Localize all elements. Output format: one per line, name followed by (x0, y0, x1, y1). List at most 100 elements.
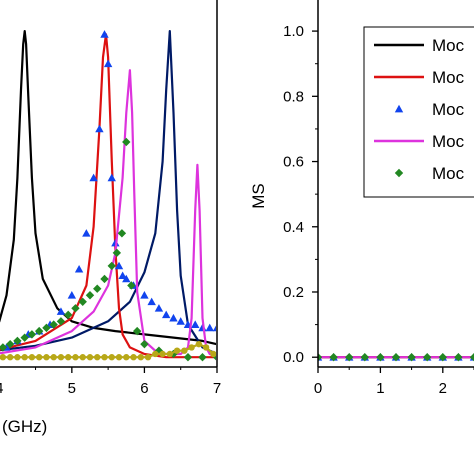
series-6-point-2 (6, 354, 14, 361)
series-3-point-18 (122, 274, 131, 283)
series-6-point-22 (152, 350, 159, 358)
series-3-point-14 (107, 173, 116, 182)
series-6-point-1 (0, 354, 7, 361)
series-6-point-6 (35, 354, 43, 361)
series-3-point-10 (89, 173, 98, 182)
series-3-point-27 (191, 320, 200, 328)
series-3-point-25 (176, 317, 185, 325)
series-3-point-13 (103, 59, 113, 68)
series-5-point-23 (154, 346, 164, 355)
series-5-point-5 (27, 330, 37, 339)
series-6-point-4 (21, 354, 28, 361)
x-tick-label-1: 1 (376, 380, 384, 397)
series-6-point-14 (94, 354, 101, 361)
series-6-point-27 (188, 344, 195, 351)
series-line-2 (0, 33, 216, 359)
series-6-point-26 (181, 347, 188, 354)
series-6-point-23 (159, 350, 166, 358)
series-5-point-25 (183, 353, 193, 362)
series-4-point-4 (376, 353, 385, 362)
series-6-point-29 (202, 344, 210, 351)
legend: Moc Moc Moc Moc Moc (363, 26, 474, 198)
series-5-point-16 (107, 261, 116, 271)
x-tick-label-2: 6 (140, 380, 148, 397)
series-3-point-30 (212, 325, 216, 332)
legend-label-4: Moc (432, 164, 465, 183)
right-panel: 0 1 2 0.0 0.2 0.4 0.6 0.8 1.0 MS Moc Moc Moc Moc Moc (249, 0, 474, 397)
x-tick-label-0: 4 (0, 380, 3, 397)
x-tick-label-3: 7 (213, 380, 221, 397)
series-5-point-12 (78, 297, 87, 306)
series-6-point-12 (79, 354, 86, 361)
series-4-point-10 (469, 353, 474, 362)
x-tick-label-2: 2 (439, 380, 447, 397)
series-6-point-21 (144, 354, 152, 361)
series-3-point-17 (118, 271, 127, 280)
series-6-point-7 (43, 354, 50, 361)
series-6-point-19 (130, 354, 137, 361)
series-4-point-9 (454, 353, 463, 362)
series-3-point-24 (169, 313, 178, 322)
series-line-0 (0, 30, 216, 346)
y-axis-label: MS (249, 183, 268, 209)
y-tick-label-1: 0.2 (283, 284, 304, 301)
series-6-point-9 (57, 354, 65, 361)
series-4-point-3 (360, 353, 369, 362)
series-3-point-9 (82, 229, 91, 237)
series-line-4 (0, 69, 216, 358)
series-5-point-19 (122, 137, 131, 147)
series-5-point-1 (0, 343, 8, 352)
series-3-point-11 (95, 124, 104, 133)
y-tick-label-3: 0.6 (283, 154, 304, 171)
series-5-point-9 (56, 317, 66, 326)
x-tick-label-1: 5 (68, 380, 76, 397)
series-5-point-3 (13, 336, 22, 346)
series-6-point-10 (65, 354, 72, 361)
series-3-point-6 (56, 307, 66, 315)
series-line-1 (0, 30, 216, 355)
series-5-point-21 (132, 326, 142, 336)
series-6-point-25 (173, 347, 181, 354)
series-4-point-1 (329, 353, 338, 362)
y-tick-label-2: 0.4 (283, 219, 304, 236)
legend-box (363, 26, 474, 198)
series-3-point-21 (147, 297, 156, 306)
series-4-point-2 (345, 353, 354, 362)
series-6-point-24 (166, 350, 174, 358)
series-6-point-17 (115, 354, 123, 361)
series-5-point-2 (5, 339, 15, 349)
legend-label-3: Moc (432, 132, 465, 151)
series-6-point-3 (14, 354, 21, 361)
series-4-point-0 (318, 353, 323, 362)
plot-area (318, 353, 474, 362)
series-5-point-15 (100, 274, 109, 284)
series-3-point-12 (100, 30, 109, 38)
series-5-point-20 (127, 281, 136, 290)
legend-label-2: Moc (432, 100, 465, 119)
series-5-point-26 (198, 353, 207, 362)
series-3-point-23 (161, 310, 171, 319)
y-tick-label-4: 0.8 (283, 88, 304, 105)
left-panel: 4 5 6 7 (GHz) (0, 0, 221, 436)
legend-label-0: Moc (432, 36, 465, 55)
series-5-point-10 (64, 310, 73, 320)
series-5-point-8 (49, 320, 58, 329)
y-tick-label-5: 1.0 (283, 23, 304, 40)
x-axis-label: (GHz) (2, 417, 47, 436)
series-4-point-5 (391, 353, 401, 362)
x-tick-label-0: 0 (314, 380, 322, 397)
series-6-point-16 (108, 354, 115, 361)
series-6-point-8 (50, 354, 57, 361)
series-6-point-11 (72, 354, 79, 361)
series-5-point-17 (112, 248, 122, 258)
series-6-point-18 (123, 354, 130, 361)
series-4-point-7 (423, 353, 432, 362)
series-6-point-28 (195, 340, 203, 348)
series-5-point-14 (93, 284, 102, 293)
legend-swatch-2 (394, 104, 404, 113)
legend-label-1: Moc (432, 68, 465, 87)
series-6-point-13 (86, 354, 94, 361)
series-3-point-20 (140, 291, 149, 299)
series-3-point-22 (154, 304, 164, 312)
